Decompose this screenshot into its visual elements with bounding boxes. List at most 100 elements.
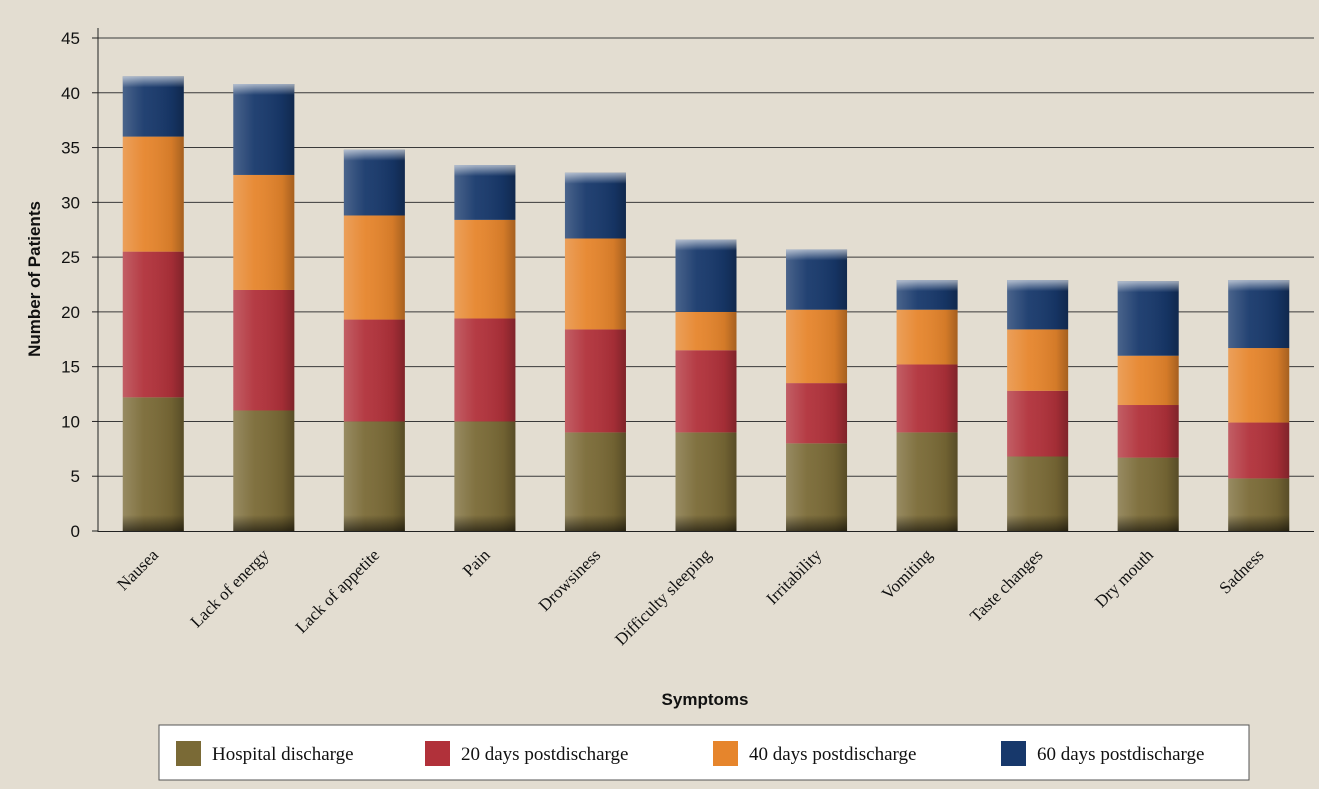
bar-base-shadow [675, 515, 737, 531]
legend-swatch [425, 741, 450, 766]
bar-base-shadow [343, 515, 405, 531]
bar-segment-shading [343, 319, 405, 422]
bar-segment-shading [343, 215, 405, 320]
bar-stack [675, 239, 737, 531]
bar-top-highlight [1007, 280, 1069, 292]
y-tick-label: 45 [61, 29, 80, 48]
bar-segment-shading [233, 174, 295, 290]
bar-segment-shading [1228, 348, 1290, 423]
bar-segment-shading [675, 239, 737, 312]
bar-segment-shading [1228, 280, 1290, 349]
bar-base-shadow [564, 515, 626, 531]
bar-top-highlight [896, 280, 958, 292]
bar-segment-shading [233, 289, 295, 411]
bar-segment-shading [454, 421, 516, 531]
legend-label: Hospital discharge [212, 744, 354, 765]
bar-segment-shading [896, 309, 958, 365]
legend-swatch [1001, 741, 1026, 766]
bar-stack [1117, 281, 1179, 531]
legend-label: 60 days postdischarge [1037, 744, 1204, 765]
bar-base-shadow [896, 515, 958, 531]
bar-segment-shading [896, 432, 958, 531]
bar-base-shadow [454, 515, 516, 531]
legend-label: 40 days postdischarge [749, 744, 916, 765]
bar-segment-shading [1007, 390, 1069, 457]
x-tick-label: Nausea [113, 545, 162, 594]
x-tick-label: Drowsiness [535, 545, 605, 615]
bar-base-shadow [786, 515, 848, 531]
bar-top-highlight [1228, 280, 1290, 292]
y-axis-title: Number of Patients [25, 201, 44, 357]
bar-segment-shading [233, 84, 295, 175]
x-tick-labels: Nausea Lack of energy Lack of appetite Pain… [113, 545, 1267, 649]
bar-stack [122, 76, 184, 531]
bar-stack [1007, 280, 1069, 531]
bars [122, 76, 1290, 531]
bar-segment-shading [454, 318, 516, 422]
x-tick-label: Pain [459, 545, 494, 580]
legend-label: 20 days postdischarge [461, 744, 628, 765]
legend: Hospital discharge 20 days postdischarge 4… [158, 724, 1250, 781]
bar-top-highlight [122, 76, 184, 88]
bar-segment-shading [1117, 405, 1179, 458]
y-tick-label: 25 [61, 248, 80, 267]
bar-segment-shading [122, 397, 184, 531]
y-tick-label: 40 [61, 84, 80, 103]
x-tick-label: Irritability [763, 545, 826, 608]
legend-box [158, 724, 1250, 781]
bar-segment-shading [1117, 355, 1179, 406]
bar-segment-shading [233, 410, 295, 531]
bar-base-shadow [1228, 515, 1290, 531]
bar-segment-shading [896, 364, 958, 433]
x-tick-label: Difficulty sleeping [611, 545, 715, 649]
bar-segment-shading [786, 309, 848, 384]
bar-segment-shading [1117, 281, 1179, 356]
bar-top-highlight [1117, 281, 1179, 293]
x-tick-label: Dry mouth [1091, 545, 1157, 611]
bar-stack [233, 84, 295, 531]
y-tick-label: 5 [71, 467, 80, 486]
bar-base-shadow [122, 515, 184, 531]
y-tick-labels: 0 5 10 15 20 25 30 35 40 45 [61, 29, 80, 541]
bar-stack [454, 165, 516, 531]
bar-segment-shading [343, 421, 405, 531]
legend-swatch [176, 741, 201, 766]
y-tick-label: 30 [61, 193, 80, 212]
bar-base-shadow [233, 515, 295, 531]
x-tick-label: Lack of appetite [292, 545, 384, 637]
bar-segment-shading [786, 383, 848, 444]
y-tick-label: 0 [71, 522, 80, 541]
bar-segment-shading [122, 136, 184, 252]
bar-top-highlight [343, 149, 405, 161]
legend-swatch [713, 741, 738, 766]
x-tick-label: Lack of energy [187, 545, 273, 631]
bar-segment-shading [564, 238, 626, 330]
bar-segment-shading [454, 219, 516, 319]
bar-stack [786, 249, 848, 531]
bar-base-shadow [1117, 515, 1179, 531]
y-tick-label: 10 [61, 412, 80, 431]
bar-top-highlight [454, 165, 516, 177]
bar-segment-shading [675, 432, 737, 531]
x-tick-label: Vomiting [878, 545, 936, 603]
x-tick-label: Sadness [1215, 545, 1267, 597]
bar-top-highlight [233, 84, 295, 96]
bar-base-shadow [1007, 515, 1069, 531]
bar-segment-shading [564, 432, 626, 531]
bar-segment-shading [564, 329, 626, 433]
bar-segment-shading [122, 251, 184, 398]
bar-segment-shading [675, 350, 737, 433]
bar-stack [896, 280, 958, 531]
bar-stack [564, 172, 626, 531]
bar-segment-shading [1007, 329, 1069, 391]
y-tick-label: 35 [61, 139, 80, 158]
bar-top-highlight [564, 172, 626, 184]
bar-top-highlight [786, 249, 848, 261]
bar-segment-shading [675, 311, 737, 351]
y-tick-label: 15 [61, 358, 80, 377]
bar-top-highlight [675, 239, 737, 251]
x-axis-title: Symptoms [662, 690, 749, 709]
bar-stack [343, 149, 405, 531]
x-tick-label: Taste changes [966, 545, 1046, 625]
